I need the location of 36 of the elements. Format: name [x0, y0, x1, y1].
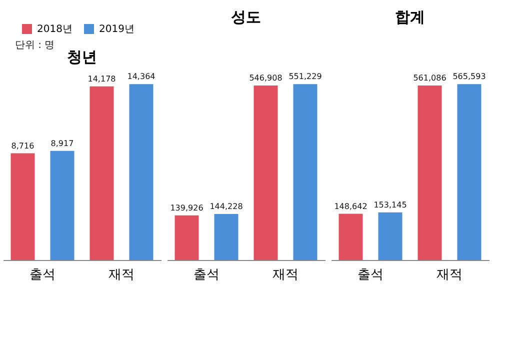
bar — [378, 212, 402, 260]
x-tick-label: 출석 — [30, 268, 56, 282]
legend-label: 2019년 — [99, 24, 134, 35]
bar — [214, 214, 238, 260]
data-label: 139,926 — [170, 203, 204, 212]
x-tick-label: 재적 — [272, 268, 298, 282]
x-tick-label: 재적 — [108, 268, 134, 282]
bar — [129, 84, 154, 260]
data-label: 8,917 — [50, 138, 74, 148]
x-tick-label: 출석 — [194, 268, 220, 282]
bar — [338, 214, 363, 260]
x-tick-label: 출석 — [358, 268, 384, 282]
data-label: 546,908 — [249, 74, 282, 83]
data-label: 148,642 — [334, 202, 368, 211]
bar — [254, 86, 278, 260]
bar — [90, 86, 114, 260]
bar — [293, 84, 318, 260]
bar — [10, 153, 35, 260]
data-label: 14,364 — [127, 72, 156, 82]
data-label: 144,228 — [210, 202, 243, 211]
x-tick-label: 재적 — [436, 268, 462, 282]
bar — [457, 84, 482, 260]
legend-label: 2018년 — [37, 24, 72, 35]
chart-title: 성도 — [231, 8, 261, 26]
data-label: 8,716 — [11, 141, 34, 150]
text: 단위 : 명 — [15, 40, 55, 51]
data-label: 561,086 — [413, 74, 446, 83]
chart-title: 청년 — [67, 48, 97, 66]
bar — [418, 86, 442, 260]
data-label: 565,593 — [452, 72, 486, 82]
chart-title: 합계 — [395, 8, 425, 26]
data-label: 14,178 — [88, 74, 116, 84]
data-label: 153,145 — [374, 200, 407, 210]
data-label: 551,229 — [288, 72, 322, 82]
bar — [50, 150, 74, 260]
bar — [174, 215, 199, 260]
